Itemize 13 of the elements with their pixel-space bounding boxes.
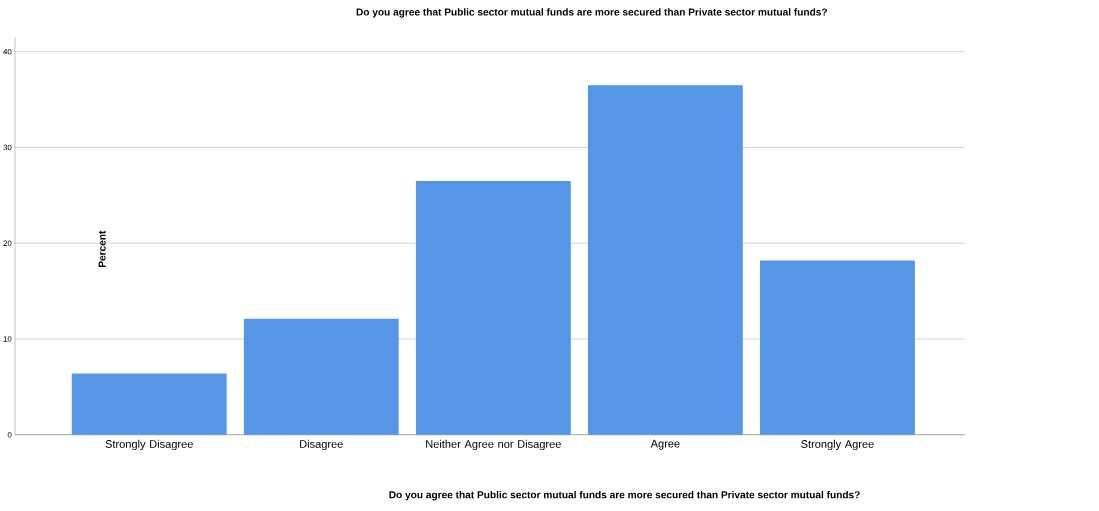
bar bbox=[587, 85, 743, 435]
bar bbox=[71, 373, 227, 435]
chart-title: Do you agree that Public sector mutual funds are more secured than Private sector mutual funds? bbox=[356, 8, 827, 18]
x-tick-label: Strongly Disagree bbox=[105, 439, 193, 450]
bar bbox=[760, 260, 915, 435]
x-tick-label: Strongly Agree bbox=[801, 439, 874, 450]
bar bbox=[243, 318, 399, 435]
x-tick-label: Neither Agree nor Disagree bbox=[426, 439, 561, 450]
y-axis-title: Percent bbox=[98, 230, 106, 267]
x-tick-label: Agree bbox=[650, 439, 680, 450]
bar bbox=[415, 180, 571, 435]
x-axis-title: Do you agree that Public sector mutual funds are more secured than Private sector mutual funds? bbox=[389, 490, 860, 501]
x-tick-label: Disagree bbox=[300, 439, 343, 450]
